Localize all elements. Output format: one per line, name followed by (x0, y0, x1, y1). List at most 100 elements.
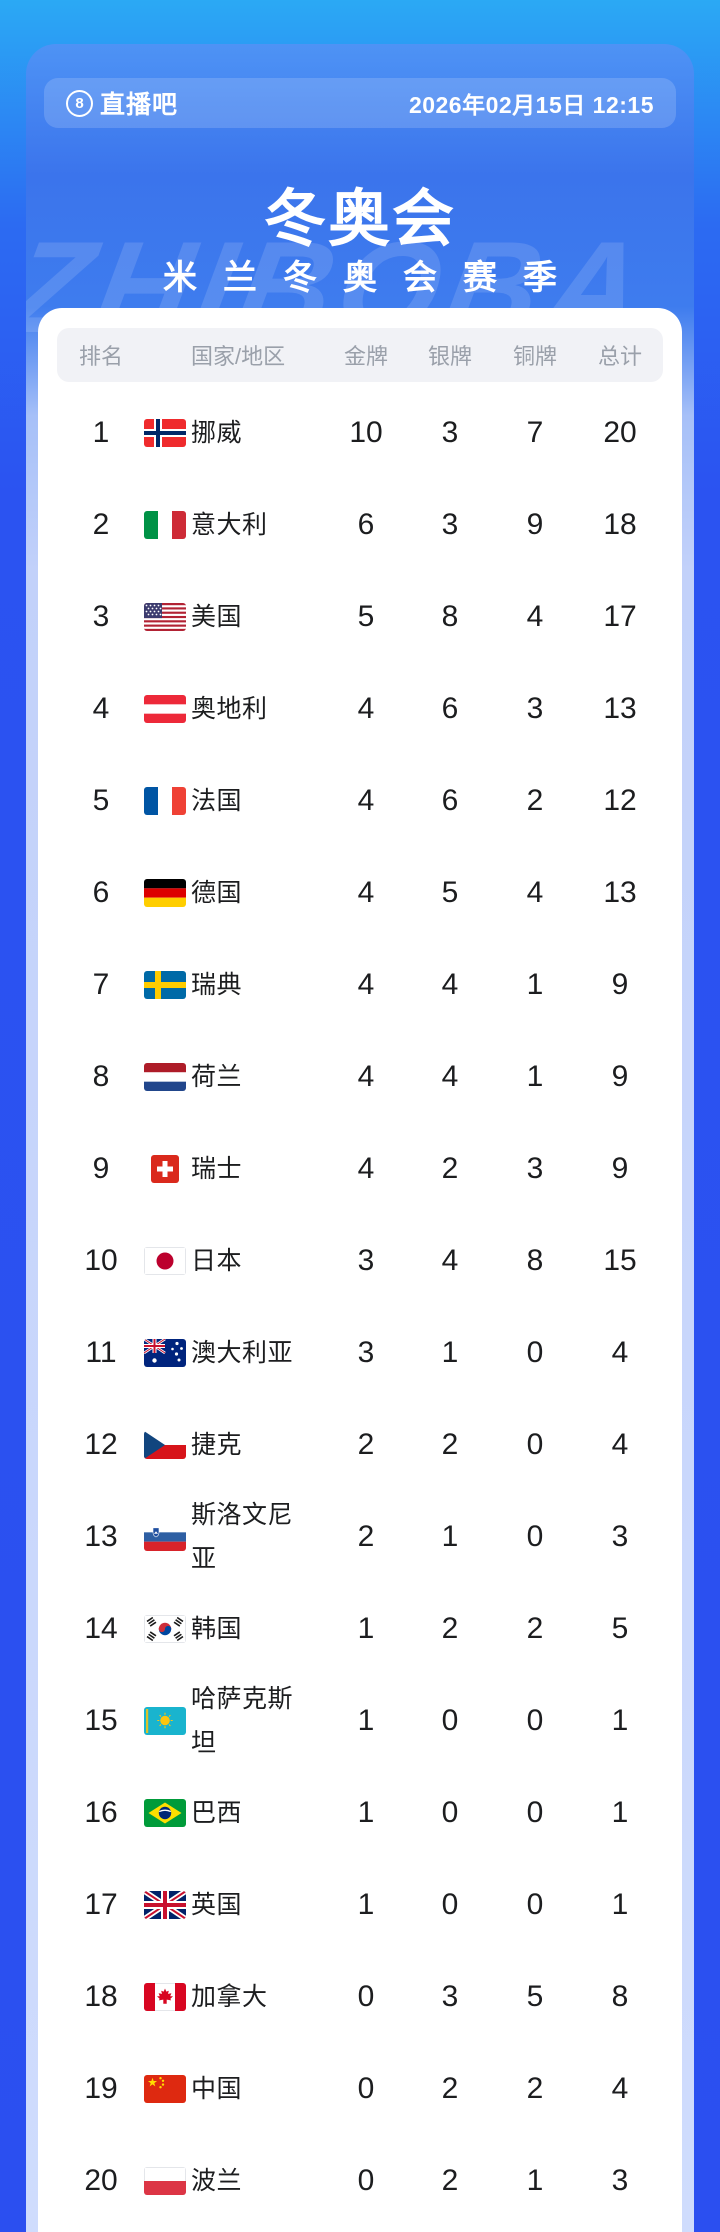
total-count: 9 (611, 1060, 629, 1093)
country-name: 法国 (191, 787, 243, 815)
bronze-count: 3 (526, 692, 544, 725)
table-header-row: 排名 国家/地区 金牌 银牌 铜牌 总计 (57, 328, 663, 382)
bronze-count: 0 (526, 1520, 544, 1553)
page-title: 冬奥会 (263, 185, 456, 254)
country-name: 日本 (191, 1247, 243, 1275)
silver-count: 4 (441, 1060, 459, 1093)
country-name: 瑞典 (191, 971, 243, 999)
country-name: 波兰 (191, 2167, 243, 2195)
bronze-count: 0 (526, 1796, 544, 1829)
country-name: 荷兰 (191, 1063, 243, 1091)
country-name: 加拿大 (191, 1983, 268, 2011)
total-count: 3 (611, 1520, 629, 1553)
table-row: 15 哈萨克斯坦 1 0 0 1 (38, 1675, 682, 1767)
bronze-count: 3 (526, 1152, 544, 1185)
total-count: 15 (603, 1244, 637, 1277)
silver-count: 5 (441, 876, 459, 909)
datetime-label: 2026年02月15日 12:15 (408, 92, 654, 118)
table-row: 17 英国 1 0 0 1 (38, 1859, 682, 1951)
bronze-count: 0 (526, 1428, 544, 1461)
rank-cell: 5 (92, 784, 110, 817)
gold-count: 4 (357, 1152, 375, 1185)
country-name: 瑞士 (191, 1155, 243, 1183)
country-name: 捷克 (191, 1431, 243, 1459)
rank-cell: 8 (92, 1060, 110, 1093)
rank-cell: 14 (84, 1612, 118, 1645)
country-name: 德国 (191, 879, 243, 907)
country-name: 挪威 (191, 419, 243, 447)
total-count: 4 (611, 1428, 629, 1461)
country-name: 澳大利亚 (191, 1339, 294, 1367)
gold-count: 4 (357, 1060, 375, 1093)
gold-count: 3 (357, 1244, 375, 1277)
rank-cell: 15 (84, 1704, 118, 1737)
rank-cell: 17 (84, 1888, 118, 1921)
total-count: 17 (603, 600, 637, 633)
rank-cell: 4 (92, 692, 110, 725)
table-row: 10 日本 3 4 8 15 (38, 1215, 682, 1307)
bronze-count: 1 (526, 1060, 544, 1093)
total-count: 1 (611, 1796, 629, 1829)
rank-cell: 20 (84, 2164, 118, 2197)
gold-count: 4 (357, 876, 375, 909)
table-row: 1 挪威 10 3 7 20 (38, 387, 682, 479)
uk-flag-icon (144, 1891, 191, 1919)
total-count: 12 (603, 784, 637, 817)
sweden-flag-icon (144, 971, 191, 999)
silver-count: 8 (441, 600, 459, 633)
bronze-count: 0 (526, 1888, 544, 1921)
poland-flag-icon (144, 2167, 191, 2195)
table-body: 1 挪威 10 3 7 20 2 意大利 6 3 9 18 3 美国 5 8 4 17 4 奥地利 4 6 3 13 5 法国 4 6… (38, 387, 682, 2227)
top-bar: 8 直播吧 2026年02月15日 12:15 (44, 78, 676, 128)
country-name: 斯洛文尼亚 (191, 1501, 294, 1573)
country-name: 英国 (191, 1891, 243, 1919)
rank-cell: 13 (84, 1520, 118, 1553)
gold-count: 3 (357, 1336, 375, 1369)
country-name: 巴西 (191, 1799, 243, 1827)
silver-count: 1 (441, 1336, 459, 1369)
bronze-count: 9 (526, 508, 544, 541)
silver-count: 4 (441, 1244, 459, 1277)
logo-8-icon: 8 (66, 89, 93, 117)
rank-cell: 1 (92, 416, 110, 449)
germany-flag-icon (144, 879, 191, 907)
rank-cell: 3 (92, 600, 110, 633)
total-count: 4 (611, 1336, 629, 1369)
silver-count: 2 (441, 1152, 459, 1185)
bronze-count: 0 (526, 1704, 544, 1737)
table-row: 7 瑞典 4 4 1 9 (38, 939, 682, 1031)
country-name: 韩国 (191, 1615, 243, 1643)
medal-table-card: 排名 国家/地区 金牌 银牌 铜牌 总计 1 挪威 10 3 7 20 2 意大利 6 3 9 18 3… (38, 308, 682, 2232)
total-count: 1 (611, 1704, 629, 1737)
bronze-count: 2 (526, 784, 544, 817)
country-name: 意大利 (191, 511, 268, 539)
country-name: 奥地利 (191, 695, 268, 723)
netherlands-flag-icon (144, 1063, 191, 1091)
gold-count: 1 (357, 1796, 375, 1829)
logo-text: 直播吧 (100, 91, 179, 119)
table-row: 20 波兰 0 2 1 3 (38, 2135, 682, 2227)
bronze-count: 2 (526, 1612, 544, 1645)
rank-cell: 9 (92, 1152, 110, 1185)
col-header-bronze: 铜牌 (512, 344, 557, 369)
col-header-silver: 银牌 (427, 344, 472, 369)
gold-count: 0 (357, 1980, 375, 2013)
total-count: 9 (611, 968, 629, 1001)
rank-cell: 18 (84, 1980, 118, 2013)
silver-count: 4 (441, 968, 459, 1001)
silver-count: 3 (441, 416, 459, 449)
country-name: 中国 (191, 2075, 243, 2103)
korea-flag-icon (144, 1615, 191, 1643)
gold-count: 4 (357, 692, 375, 725)
silver-count: 1 (441, 1520, 459, 1553)
table-row: 4 奥地利 4 6 3 13 (38, 663, 682, 755)
bronze-count: 2 (526, 2072, 544, 2105)
gold-count: 1 (357, 1612, 375, 1645)
total-count: 4 (611, 2072, 629, 2105)
gold-count: 10 (349, 416, 383, 449)
total-count: 3 (611, 2164, 629, 2197)
rank-cell: 2 (92, 508, 110, 541)
col-header-rank: 排名 (78, 344, 123, 369)
total-count: 13 (603, 876, 637, 909)
